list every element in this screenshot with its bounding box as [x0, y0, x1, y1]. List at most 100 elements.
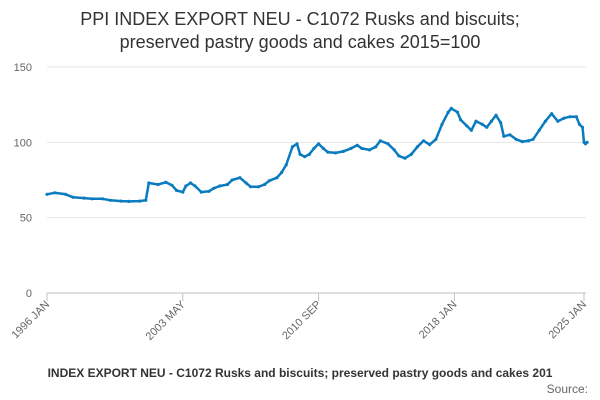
y-tick-label-150: 150	[14, 62, 32, 74]
data-point	[446, 110, 450, 114]
series-line	[45, 107, 589, 203]
data-point	[193, 184, 197, 188]
data-point	[455, 110, 460, 114]
data-point	[585, 140, 589, 144]
data-point	[562, 116, 566, 120]
data-point	[526, 139, 531, 143]
data-point	[53, 191, 57, 195]
chart-title-line-1: PPI INDEX EXPORT NEU - C1072 Rusks and b…	[80, 9, 520, 29]
data-point	[317, 142, 321, 146]
data-point	[284, 163, 288, 167]
data-point	[421, 139, 426, 143]
data-point	[275, 176, 279, 180]
data-point	[249, 185, 253, 189]
data-point	[440, 122, 444, 126]
data-point	[303, 155, 307, 159]
data-point	[298, 152, 302, 156]
data-point	[374, 145, 378, 149]
data-point	[537, 128, 541, 132]
legend-item-label[interactable]: INDEX EXPORT NEU - C1072 Rusks and biscu…	[47, 366, 553, 380]
data-point	[295, 142, 299, 146]
data-point	[499, 121, 503, 125]
data-point	[428, 143, 432, 147]
data-point	[119, 199, 123, 203]
data-point	[238, 176, 242, 180]
data-point	[415, 145, 419, 149]
data-point	[212, 186, 216, 190]
data-point	[164, 180, 168, 184]
x-tick-label: 2018 JAN	[417, 299, 460, 342]
data-point	[321, 146, 325, 150]
data-point	[341, 149, 345, 153]
data-point	[514, 137, 518, 141]
y-tick-label-100: 100	[14, 137, 32, 149]
data-point	[577, 122, 582, 126]
x-axis	[46, 292, 585, 301]
data-point	[256, 185, 260, 189]
series-layer	[45, 106, 589, 203]
data-point	[465, 124, 469, 128]
legend[interactable]: INDEX EXPORT NEU - C1072 Rusks and biscu…	[0, 365, 600, 381]
data-point	[82, 196, 86, 200]
data-point	[218, 184, 222, 188]
data-point	[188, 181, 193, 185]
data-point	[71, 195, 75, 199]
data-point	[520, 140, 524, 144]
data-point	[63, 192, 68, 196]
data-point	[469, 128, 473, 132]
grid-lines	[47, 66, 586, 294]
data-point	[574, 115, 578, 119]
data-point	[474, 119, 478, 123]
chart-title-line-2: preserved pastry goods and cakes 2015=10…	[119, 32, 481, 52]
x-tick-label: 2010 SEP	[280, 299, 324, 343]
data-point	[90, 197, 94, 201]
data-point	[207, 189, 211, 193]
data-point	[147, 181, 151, 185]
data-point	[360, 146, 364, 150]
chart-title: PPI INDEX EXPORT NEU - C1072 Rusks and b…	[0, 8, 600, 54]
data-point	[494, 113, 498, 117]
data-point	[386, 142, 390, 146]
x-tick-label: 2003 MAY	[144, 298, 189, 343]
x-axis-tick-labels: 1996 JAN 2003 MAY 2010 SEP 2018 JAN 2025 JAN	[9, 298, 589, 343]
data-point	[508, 133, 512, 137]
data-point	[489, 119, 493, 123]
data-point	[397, 154, 401, 158]
data-point	[449, 106, 453, 110]
data-point	[170, 183, 174, 187]
data-point	[580, 125, 585, 129]
data-point	[459, 118, 463, 122]
data-point	[355, 143, 359, 147]
data-point	[568, 115, 572, 119]
data-point	[485, 125, 489, 129]
data-point	[434, 137, 438, 141]
data-point	[263, 182, 267, 187]
data-point	[378, 139, 382, 143]
data-point	[502, 134, 506, 138]
data-point	[334, 151, 338, 155]
data-point	[312, 146, 316, 150]
data-point	[290, 145, 294, 149]
data-point	[403, 156, 407, 160]
data-point	[543, 119, 548, 123]
x-tick-label: 2025 JAN	[546, 299, 589, 342]
data-point	[349, 146, 353, 150]
data-point	[184, 184, 188, 188]
data-point	[267, 179, 271, 183]
source-label: Source:	[546, 382, 588, 396]
data-point	[144, 198, 148, 202]
data-point	[367, 148, 372, 152]
data-point	[230, 178, 234, 182]
data-point	[108, 198, 112, 202]
data-point	[127, 199, 131, 203]
data-point	[101, 197, 105, 201]
data-point	[280, 170, 284, 175]
data-point	[244, 181, 248, 185]
data-point	[156, 182, 160, 187]
data-point	[480, 122, 484, 126]
data-point	[307, 152, 311, 156]
y-tick-label-0: 0	[26, 288, 32, 300]
data-point	[550, 112, 554, 116]
data-point	[199, 190, 203, 194]
